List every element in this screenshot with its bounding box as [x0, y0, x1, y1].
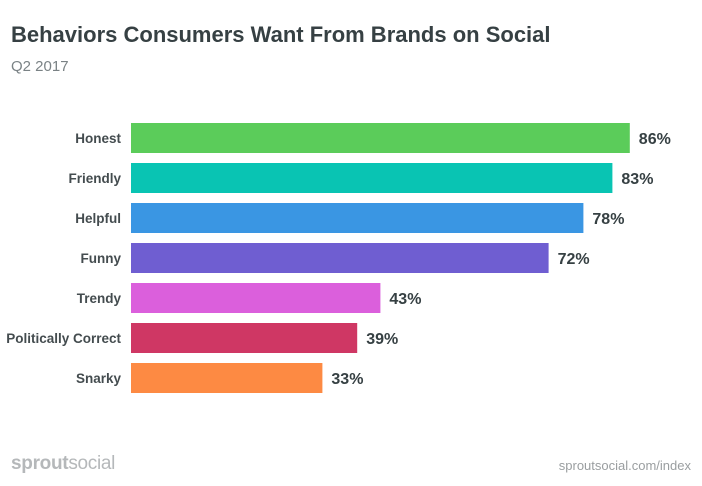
- bar: [131, 243, 549, 273]
- bar: [131, 163, 613, 193]
- sproutsocial-logo: sproutsocial: [11, 453, 116, 474]
- bar: [131, 203, 584, 233]
- data-label: 72%: [558, 251, 590, 268]
- chart-title: Behaviors Consumers Want From Brands on …: [11, 22, 551, 47]
- data-label: 86%: [639, 131, 671, 148]
- bar: [131, 123, 630, 153]
- category-label: Politically Correct: [6, 331, 121, 346]
- category-label: Friendly: [68, 171, 121, 186]
- category-label: Helpful: [75, 211, 121, 226]
- bar: [131, 283, 381, 313]
- data-label: 39%: [366, 331, 398, 348]
- category-label: Snarky: [76, 371, 122, 386]
- data-label: 43%: [389, 291, 421, 308]
- category-label: Trendy: [77, 291, 122, 306]
- bar: [131, 363, 323, 393]
- data-label: 83%: [621, 171, 653, 188]
- category-label: Honest: [75, 131, 121, 146]
- chart-subtitle: Q2 2017: [11, 58, 69, 75]
- category-label: Funny: [81, 251, 122, 266]
- bar: [131, 323, 358, 353]
- data-label: 33%: [331, 371, 363, 388]
- source-url: sproutsocial.com/index: [558, 458, 691, 473]
- data-label: 78%: [592, 211, 624, 228]
